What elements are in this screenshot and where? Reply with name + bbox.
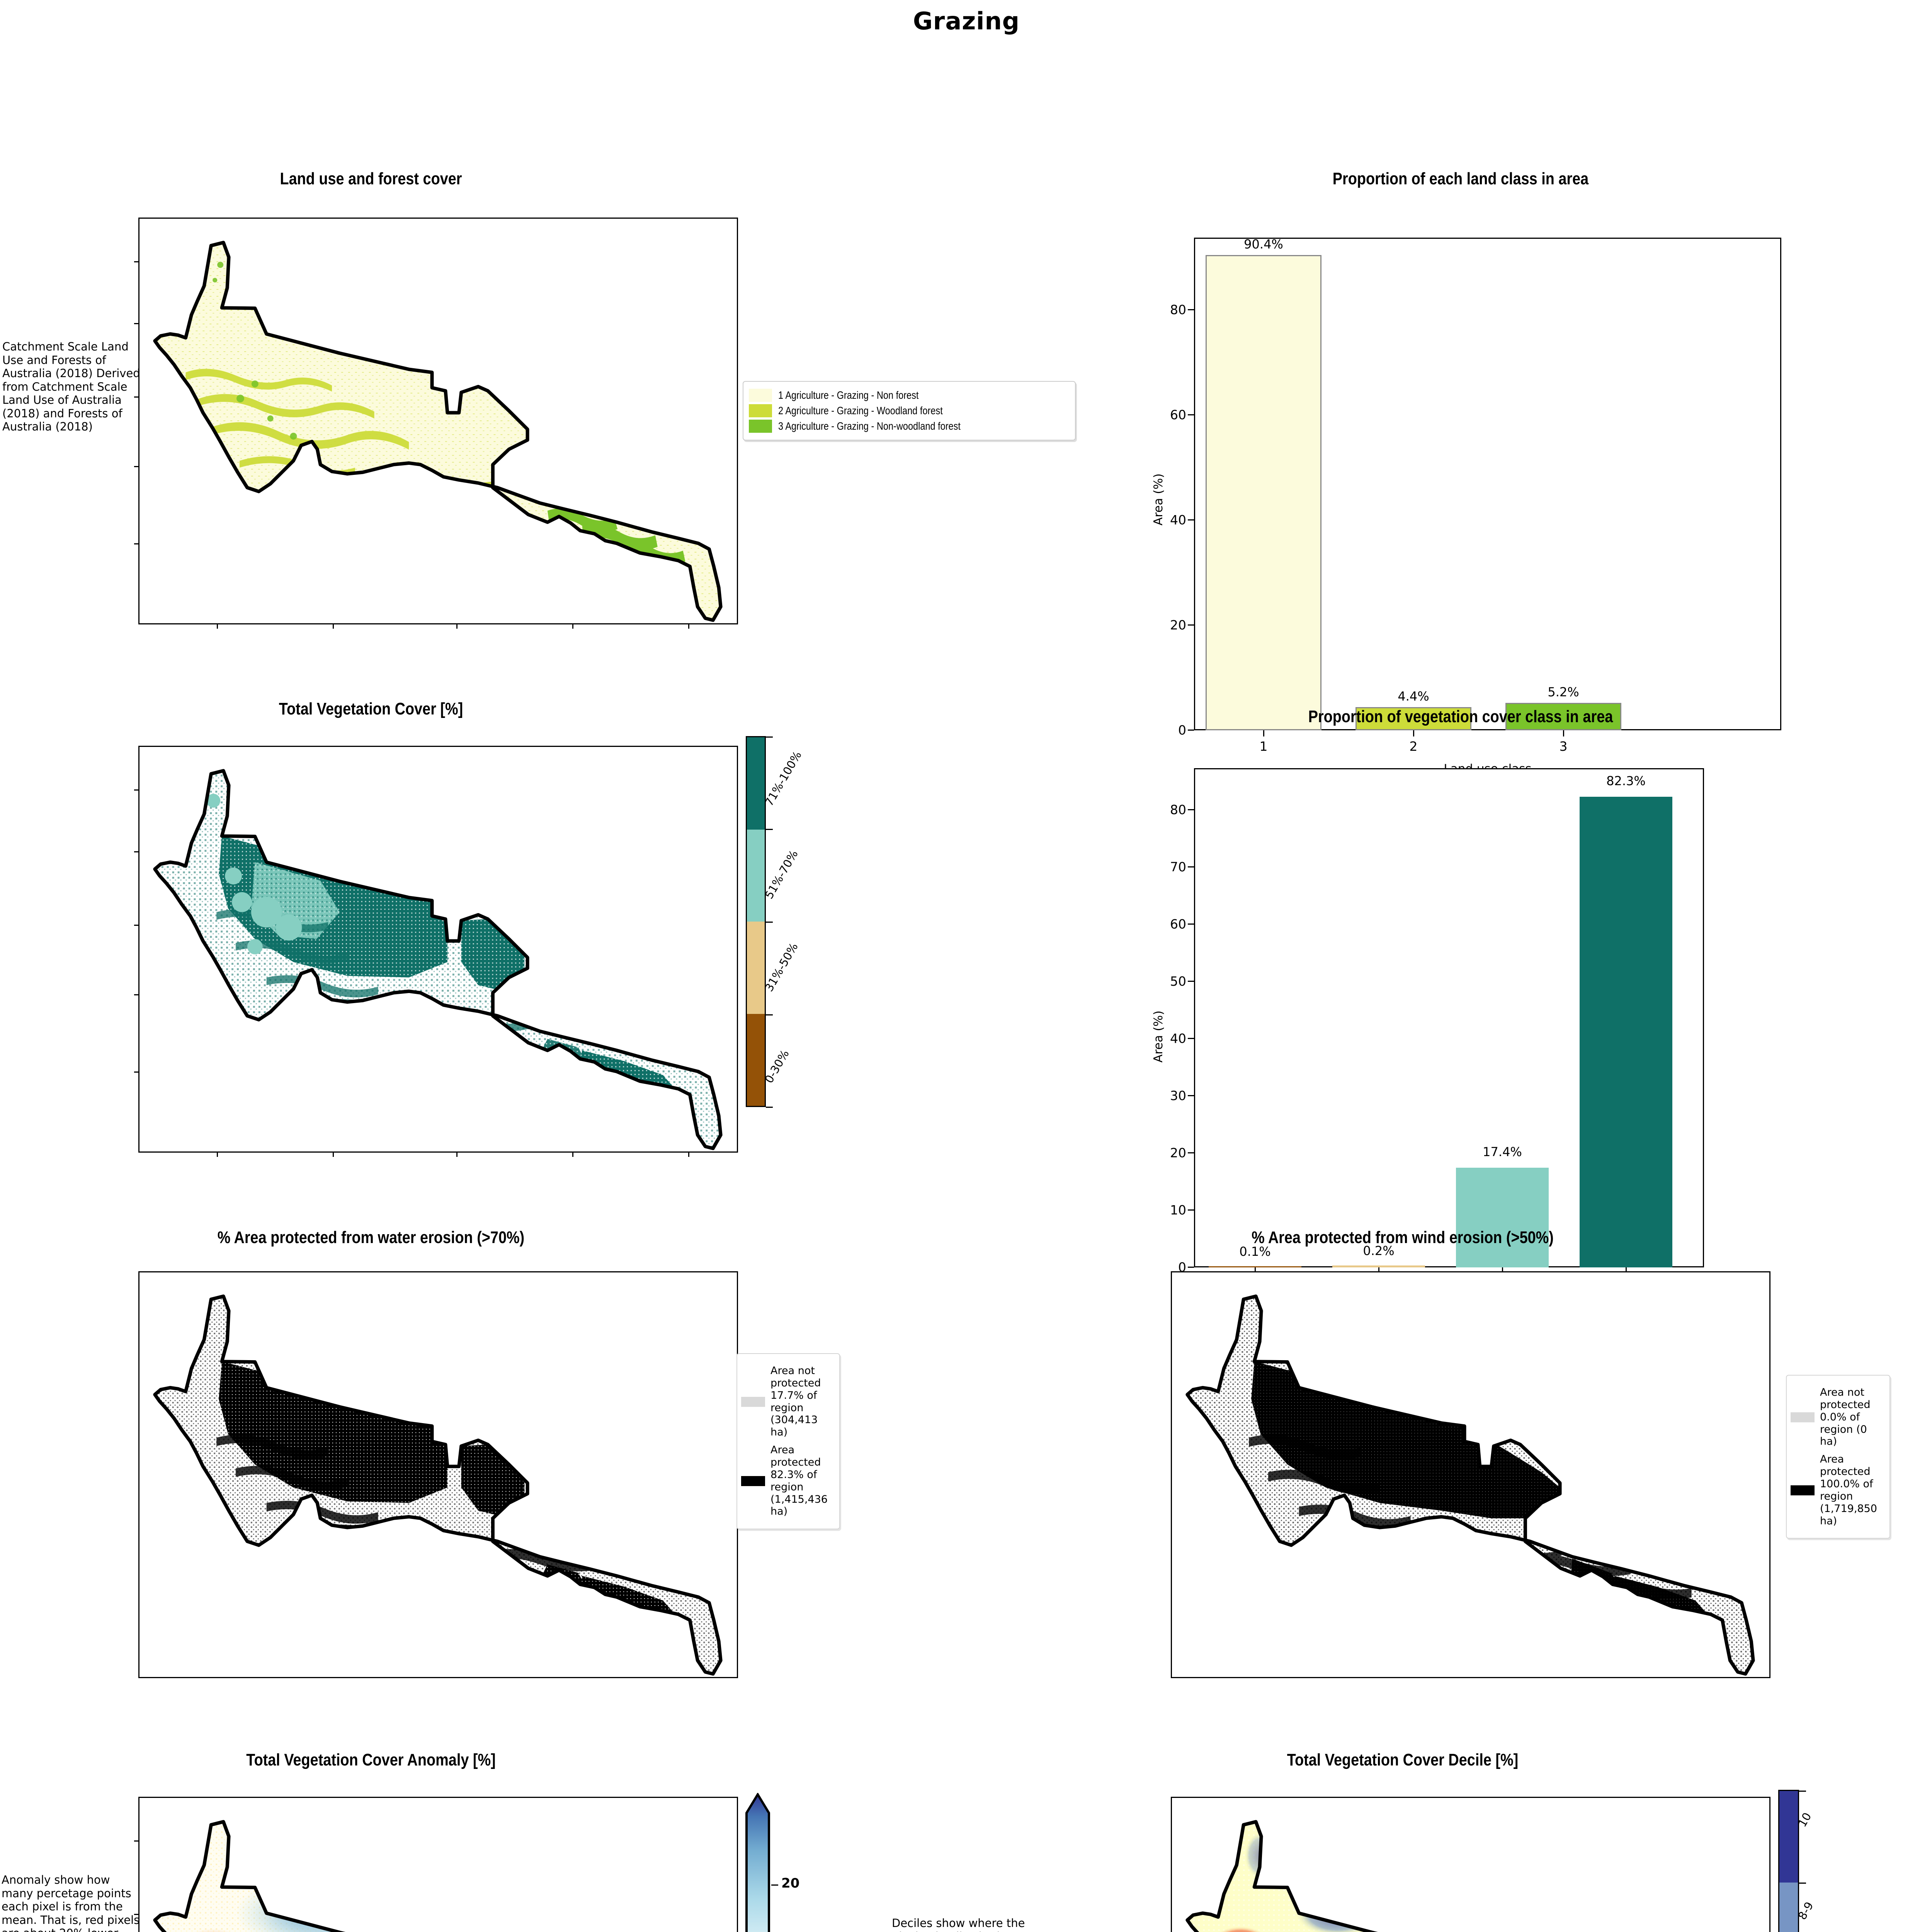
decile-map-canvas	[1172, 1798, 1769, 1932]
veg-cover-bar-chart: Proportion of vegetation cover class in …	[1113, 696, 1808, 1313]
land-use-annotation: Catchment Scale Land Use and Forests of …	[2, 340, 140, 433]
y-tick-label: 80	[1170, 802, 1186, 817]
legend-label-protected: Area protected 100.0% of region (1,719,8…	[1820, 1453, 1877, 1527]
y-tick-label: 60	[1170, 917, 1186, 932]
legend-label-class-1: 1 Agriculture - Grazing - Non forest	[778, 389, 919, 401]
veg-cover-map-axes	[134, 746, 738, 1157]
page-title: Grazing	[913, 7, 1020, 35]
colorbar-label-51-70: 51%-70%	[762, 848, 801, 901]
colorbar-segment-31-50	[747, 922, 765, 1014]
anomaly-map-axes	[134, 1797, 738, 1932]
colorbar-label-0-30: 0-30%	[762, 1048, 792, 1085]
land-class-bar-chart: Proportion of each land class in area Ar…	[1113, 155, 1808, 776]
x-tick-label: 2	[1409, 739, 1418, 754]
bar-label-veg-class-71-100: 82.3%	[1606, 774, 1646, 788]
y-tick-label: 50	[1170, 974, 1186, 989]
water-erosion-map-canvas	[139, 1272, 737, 1677]
colorbar-segment-0-30	[747, 1014, 765, 1106]
bar-veg-class-71-100	[1580, 797, 1672, 1267]
legend-swatch-not-protected	[741, 1396, 765, 1407]
legend-item: Area not protected 0.0% of region (0 ha)	[1791, 1386, 1886, 1448]
legend-item: 1 Agriculture - Grazing - Non forest	[749, 389, 1070, 402]
decile-panel-title: Total Vegetation Cover Decile [%]	[1287, 1750, 1519, 1769]
bar-land-class-2	[1355, 707, 1471, 730]
bar-label-land-class-3: 5.2%	[1548, 685, 1579, 699]
wind-erosion-map-canvas	[1172, 1272, 1769, 1677]
legend-swatch-not-protected	[1791, 1412, 1815, 1422]
bar-veg-class-51-70	[1456, 1168, 1549, 1267]
water-erosion-legend: Area not protected 17.7% of region (304,…	[736, 1353, 840, 1530]
legend-item: Area protected 100.0% of region (1,719,8…	[1791, 1453, 1886, 1527]
colorbar-label-71-100: 71%-100%	[762, 749, 804, 808]
land-class-chart-title: Proportion of each land class in area	[1332, 169, 1589, 188]
decile-colorbar	[1778, 1790, 1799, 1932]
legend-item: 2 Agriculture - Grazing - Woodland fores…	[749, 404, 1070, 417]
y-tick-label: 20	[1170, 617, 1186, 633]
anomaly-colorbar	[744, 1792, 771, 1932]
decile-map-axes	[1171, 1797, 1770, 1932]
legend-label-class-3: 3 Agriculture - Grazing - Non-woodland f…	[778, 420, 961, 432]
veg-cover-panel-title: Total Vegetation Cover [%]	[279, 699, 463, 718]
legend-label-protected: Area protected 82.3% of region (1,415,43…	[770, 1444, 828, 1518]
y-tick-label: 0	[1178, 723, 1186, 738]
colorbar-segment-51-70	[747, 829, 765, 922]
legend-swatch-class-1	[749, 389, 772, 402]
water-erosion-map-axes	[138, 1271, 738, 1678]
bar-land-class-1	[1206, 255, 1321, 730]
wind-erosion-map-axes	[1171, 1271, 1770, 1678]
land-use-map-canvas	[139, 219, 737, 623]
y-tick-label: 30	[1170, 1088, 1186, 1103]
anomaly-map-canvas	[139, 1798, 737, 1932]
legend-swatch-protected	[741, 1476, 765, 1486]
y-tick-label: 80	[1170, 302, 1186, 317]
land-use-legend: 1 Agriculture - Grazing - Non forest 2 A…	[743, 381, 1076, 440]
wind-erosion-legend: Area not protected 0.0% of region (0 ha)…	[1786, 1375, 1890, 1539]
anomaly-colorbar-tick-20: 20	[781, 1876, 800, 1891]
bar-veg-class-31-50	[1332, 1265, 1425, 1267]
y-tick-label: 20	[1170, 1145, 1186, 1160]
y-tick-label: 70	[1170, 859, 1186, 874]
y-tick-label: 60	[1170, 407, 1186, 422]
bar-veg-class-0-30	[1209, 1266, 1301, 1267]
anomaly-annotation: Anomaly show how many percetage points e…	[2, 1873, 140, 1932]
legend-swatch-protected	[1791, 1485, 1815, 1495]
legend-label-class-2: 2 Agriculture - Grazing - Woodland fores…	[778, 405, 943, 417]
bar-label-veg-class-0-30: 0.1%	[1239, 1244, 1271, 1259]
bar-label-veg-class-31-50: 0.2%	[1363, 1243, 1395, 1258]
legend-swatch-class-3	[749, 420, 772, 433]
legend-label-not-protected: Area not protected 17.7% of region (304,…	[770, 1365, 821, 1439]
bar-label-land-class-2: 4.4%	[1398, 689, 1429, 704]
x-tick-label: 3	[1559, 739, 1568, 754]
water-erosion-panel-title: % Area protected from water erosion (>70…	[217, 1228, 525, 1247]
colorbar-segment-8-9	[1779, 1883, 1798, 1932]
decile-annotation: Deciles show where the pixel value lies …	[892, 1917, 1025, 1932]
y-tick-label: 40	[1170, 1031, 1186, 1046]
anomaly-panel-title: Total Vegetation Cover Anomaly [%]	[246, 1750, 496, 1769]
bar-label-veg-class-51-70: 17.4%	[1483, 1145, 1522, 1159]
legend-item: Area not protected 17.7% of region (304,…	[741, 1365, 835, 1439]
legend-item: 3 Agriculture - Grazing - Non-woodland f…	[749, 420, 1070, 433]
veg-cover-chart-title: Proportion of vegetation cover class in …	[1308, 707, 1613, 726]
legend-item: Area protected 82.3% of region (1,415,43…	[741, 1444, 835, 1518]
land-use-panel-title: Land use and forest cover	[280, 169, 462, 188]
x-tick-label: 1	[1259, 739, 1268, 754]
veg-cover-map-canvas	[139, 747, 737, 1151]
colorbar-label-31-50: 31%-50%	[762, 940, 801, 994]
legend-swatch-class-2	[749, 404, 772, 417]
land-use-map-axes	[134, 218, 738, 629]
bar-label-land-class-1: 90.4%	[1244, 237, 1283, 252]
y-tick-label: 40	[1170, 512, 1186, 527]
legend-label-not-protected: Area not protected 0.0% of region (0 ha)	[1820, 1386, 1871, 1448]
y-tick-label: 0	[1178, 1260, 1186, 1275]
bar-land-class-3	[1505, 703, 1621, 730]
wind-erosion-panel-title: % Area protected from wind erosion (>50%…	[1252, 1228, 1554, 1247]
colorbar-segment-10	[1779, 1791, 1798, 1883]
y-tick-label: 10	[1170, 1202, 1186, 1218]
veg-cover-colorbar	[746, 736, 766, 1107]
colorbar-segment-71-100	[747, 737, 765, 830]
